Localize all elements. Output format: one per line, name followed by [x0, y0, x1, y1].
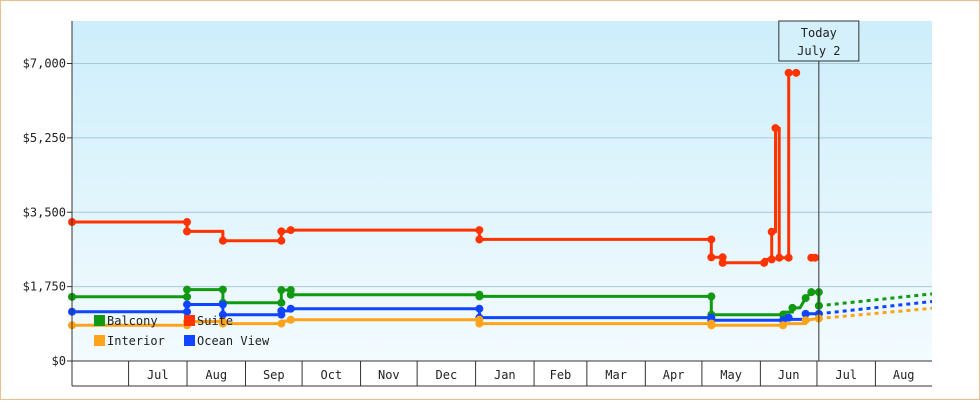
point-suite-7 [475, 226, 484, 235]
today-date: July 2 [797, 44, 840, 58]
point-interior-11 [779, 321, 788, 330]
legend-swatch-interior [94, 335, 105, 346]
x-tick-label-2: Sep [263, 368, 285, 382]
point-ocean-view-6 [277, 306, 286, 315]
point-interior-4 [218, 319, 227, 328]
point-suite-2 [183, 227, 192, 236]
x-tick-label-0: Jul [147, 368, 169, 382]
axes: $0 $1,750 $3,500 $5,250 $7,000 Jul Aug Sep Oct No… [23, 21, 932, 387]
point-suite-6 [286, 226, 295, 235]
point-suite-14 [767, 255, 776, 264]
point-balcony-6 [277, 286, 286, 295]
x-tick-label-11: Jun [778, 368, 800, 382]
point-suite-10 [707, 253, 716, 262]
point-ocean-view-8 [475, 304, 484, 313]
point-suite-16 [771, 124, 780, 133]
x-tick-label-8: Mar [605, 368, 627, 382]
point-suite-12 [718, 258, 727, 267]
series-forecast-balcony [818, 292, 933, 308]
x-tick-label-7: Feb [550, 368, 572, 382]
point-ocean-view-1 [183, 307, 192, 316]
series-line-interior [72, 317, 819, 327]
y-tick-label-1: $1,750 [23, 280, 66, 294]
series-interior [68, 306, 933, 330]
point-interior-12 [801, 316, 810, 325]
series-layer [68, 68, 933, 330]
today-marker: Today July 2 [778, 20, 860, 361]
point-suite-5 [277, 227, 286, 236]
today-label: Today [801, 26, 837, 40]
legend-label-balcony: Balcony [107, 314, 158, 328]
point-balcony-2 [183, 285, 192, 294]
x-tick-label-5: Dec [436, 368, 458, 382]
point-interior-10 [707, 321, 716, 330]
y-tick-label-2: $3,500 [23, 205, 66, 219]
today-box [778, 20, 860, 62]
point-suite-11 [718, 253, 727, 262]
legend-swatch-balcony [94, 315, 105, 326]
legend-label-ocean-view: Ocean View [197, 334, 270, 348]
point-balcony-11 [707, 292, 716, 301]
point-balcony-10 [475, 292, 484, 301]
point-ocean-view-7 [286, 304, 295, 313]
y-tick-label-0: $0 [52, 354, 66, 368]
point-suite-18 [784, 253, 793, 262]
point-balcony-5 [277, 298, 286, 307]
legend-label-suite: Suite [197, 314, 233, 328]
point-ocean-view-13 [784, 313, 793, 322]
point-ocean-view-14 [801, 309, 810, 318]
point-balcony-16 [807, 288, 816, 297]
point-balcony-15 [801, 294, 810, 303]
point-balcony-14 [788, 303, 797, 312]
point-suite-13 [760, 258, 769, 267]
point-balcony-3 [218, 285, 227, 294]
point-suite-3 [218, 236, 227, 245]
point-ocean-view-3 [218, 300, 227, 309]
plot-area [72, 21, 932, 361]
series-forecast-ocean-view [818, 300, 933, 316]
point-suite-22 [811, 253, 820, 262]
x-tick-label-6: Jan [494, 368, 516, 382]
legend-swatch-suite [184, 315, 195, 326]
x-tick-label-9: Apr [663, 368, 685, 382]
x-tick-label-13: Aug [893, 368, 915, 382]
y-tick-label-4: $7,000 [23, 57, 66, 71]
x-tick-label-3: Oct [320, 368, 342, 382]
x-tick-label-12: Jul [835, 368, 857, 382]
point-interior-6 [286, 315, 295, 324]
point-suite-1 [183, 218, 192, 227]
legend-swatch-ocean-view [184, 335, 195, 346]
point-balcony-1 [183, 292, 192, 301]
point-suite-4 [277, 236, 286, 245]
point-ocean-view-2 [183, 300, 192, 309]
point-balcony-8 [286, 290, 295, 299]
legend: Balcony Suite Interior Ocean View [94, 314, 270, 348]
series-line-balcony [72, 288, 821, 317]
point-interior-5 [277, 319, 286, 328]
point-interior-8 [475, 319, 484, 328]
point-suite-19 [784, 68, 793, 77]
point-suite-20 [792, 68, 801, 77]
series-ocean-view [68, 300, 933, 325]
point-suite-8 [475, 235, 484, 244]
series-suite [68, 68, 820, 267]
legend-label-interior: Interior [107, 334, 165, 348]
y-tick-label-3: $5,250 [23, 131, 66, 145]
series-forecast-interior [818, 306, 933, 320]
x-tick-label-4: Nov [378, 368, 400, 382]
x-tick-label-10: May [720, 368, 742, 382]
point-ocean-view-4 [218, 310, 227, 319]
point-suite-9 [707, 235, 716, 244]
point-suite-15 [767, 227, 776, 236]
point-suite-17 [775, 253, 784, 262]
x-tick-label-1: Aug [205, 368, 227, 382]
